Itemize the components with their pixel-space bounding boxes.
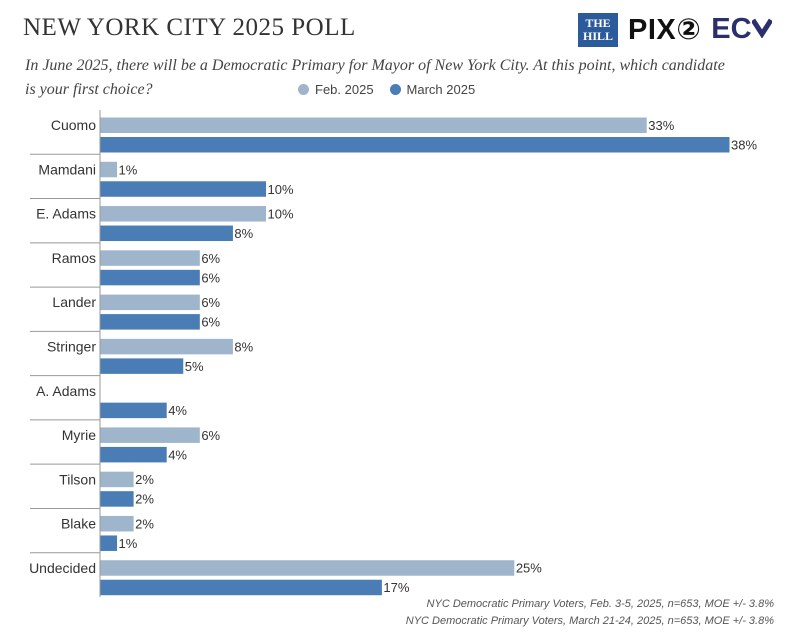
data-label-march: 5% <box>185 359 204 374</box>
bar-feb <box>100 294 200 311</box>
bar-feb <box>100 338 233 355</box>
data-label-march: 10% <box>268 182 294 197</box>
bar-march <box>100 269 200 286</box>
the-hill-logo-line2: HILL <box>582 28 613 43</box>
data-label-feb: 10% <box>268 207 294 222</box>
bar-march <box>100 579 382 596</box>
category-label: Ramos <box>52 250 96 266</box>
data-label-march: 6% <box>201 315 220 330</box>
category-label: Mamdani <box>38 161 96 177</box>
data-label-feb: 2% <box>135 472 154 487</box>
data-label-march: 17% <box>383 580 409 595</box>
legend-item-feb: Feb. 2025 <box>298 82 374 97</box>
chart-title: NEW YORK CITY 2025 POLL <box>23 14 356 41</box>
footnote-feb: NYC Democratic Primary Voters, Feb. 3-5,… <box>426 598 774 610</box>
the-hill-logo: THE HILL <box>578 12 618 47</box>
bar-feb <box>100 206 267 222</box>
legend-item-march: March 2025 <box>389 82 476 97</box>
data-label-march: 2% <box>135 492 154 507</box>
bar-march <box>100 314 200 330</box>
data-label-march: 4% <box>168 447 187 462</box>
the-hill-logo-line1: THE <box>585 15 611 30</box>
chart-subtitle-question: In June 2025, there will be a Democratic… <box>25 57 725 98</box>
legend-label-feb: Feb. 2025 <box>315 82 374 97</box>
bar-march <box>100 181 267 197</box>
bar-march <box>100 402 167 419</box>
bar-march <box>100 225 233 242</box>
bar-feb <box>100 515 134 532</box>
bar-feb <box>100 471 134 488</box>
bar-march <box>100 535 118 551</box>
legend-swatch-march <box>389 84 401 95</box>
pix11-logo: PIX② <box>628 14 702 46</box>
data-label-march: 6% <box>201 270 220 285</box>
emerson-college-logo-text: EC <box>711 13 752 45</box>
bar-feb <box>100 560 515 576</box>
category-label: Tilson <box>59 471 96 487</box>
bar-feb <box>100 161 118 178</box>
data-label-march: 4% <box>168 403 187 418</box>
bar-feb <box>100 250 200 266</box>
emerson-check-icon <box>750 18 773 39</box>
emerson-college-logo: EC <box>711 13 773 46</box>
category-label: Myrie <box>62 427 96 443</box>
category-label: Lander <box>52 294 96 310</box>
logo-group: THE HILL PIX② EC <box>578 12 773 47</box>
data-label-march: 38% <box>731 138 757 153</box>
data-label-feb: 33% <box>648 118 674 133</box>
footnote-march: NYC Democratic Primary Voters, March 21-… <box>405 615 774 627</box>
data-label-feb: 1% <box>119 162 138 177</box>
data-label-feb: 25% <box>516 561 542 576</box>
category-label: E. Adams <box>36 206 96 222</box>
data-label-march: 1% <box>119 536 138 551</box>
category-label: Stringer <box>47 339 96 355</box>
data-label-feb: 8% <box>234 339 253 354</box>
data-label-feb: 2% <box>135 516 154 531</box>
bar-feb <box>100 117 647 133</box>
category-label: Undecided <box>29 560 96 576</box>
legend-label-march: March 2025 <box>406 82 476 97</box>
bar-march <box>100 491 134 507</box>
bar-march <box>100 358 184 374</box>
bar-march <box>100 446 167 463</box>
category-label: Blake <box>61 516 96 532</box>
data-label-feb: 6% <box>201 251 220 266</box>
data-label-feb: 6% <box>201 428 220 443</box>
data-label-march: 8% <box>234 226 253 241</box>
chart-legend: Feb. 2025 March 2025 <box>298 82 475 97</box>
bar-feb <box>100 427 200 443</box>
bar-march <box>100 137 730 153</box>
legend-swatch-feb <box>298 84 309 95</box>
category-label: Cuomo <box>51 117 96 133</box>
category-label: A. Adams <box>36 383 96 399</box>
data-label-feb: 6% <box>201 295 220 310</box>
